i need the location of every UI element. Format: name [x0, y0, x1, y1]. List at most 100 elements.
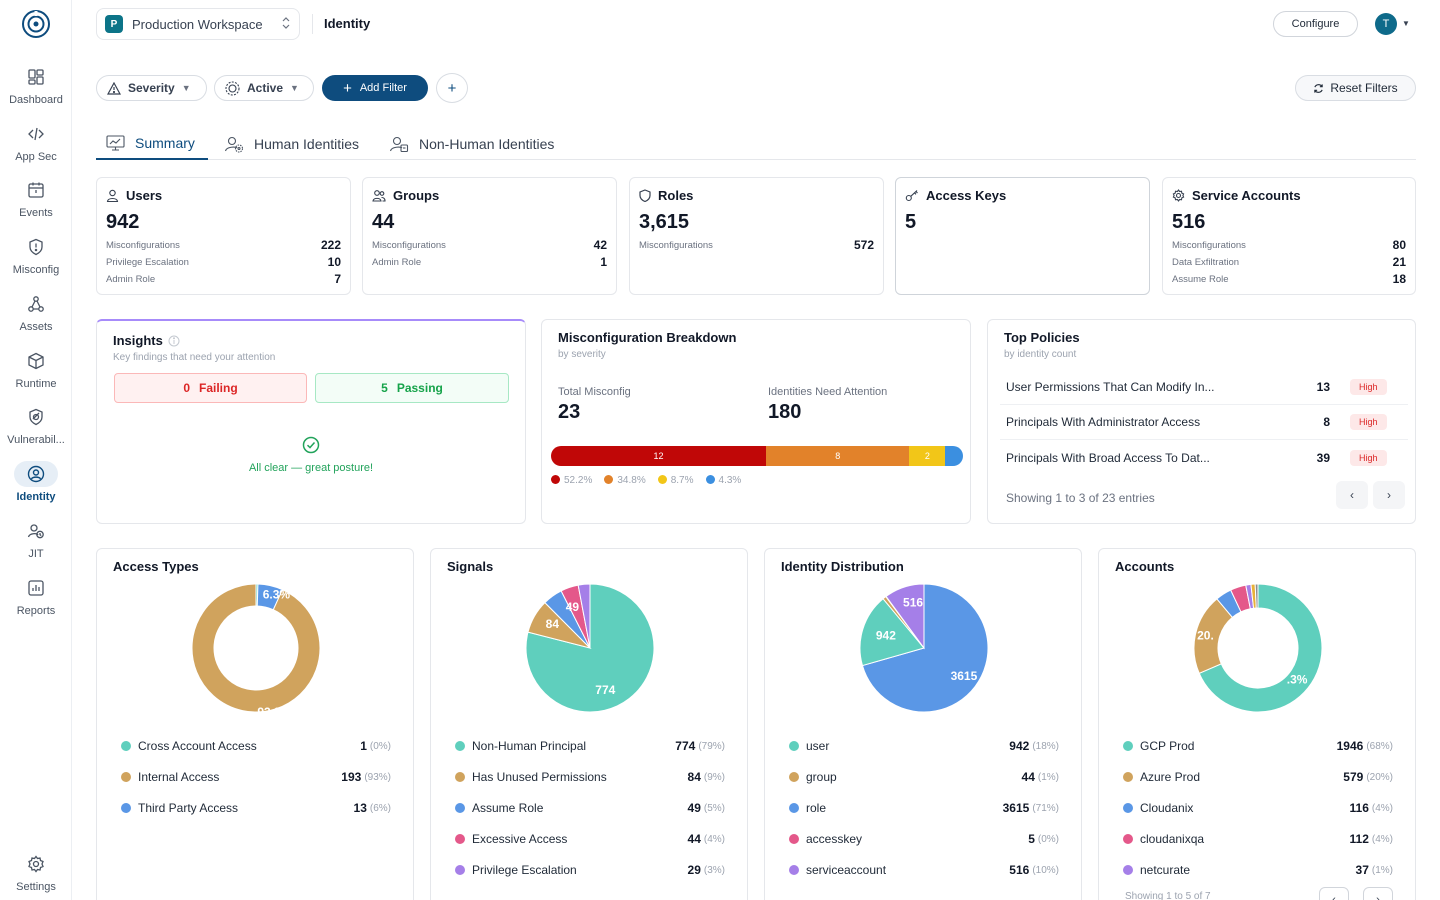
sidebar-item-reports[interactable]: Reports	[0, 575, 72, 617]
sidebar-item-events[interactable]: Events	[0, 177, 72, 219]
legend-value: 29	[687, 863, 701, 877]
sidebar-item-runtime[interactable]: Runtime	[0, 348, 72, 390]
legend-row[interactable]: Excessive Access 44 (4%)	[455, 830, 725, 848]
legend-row[interactable]: group 44 (1%)	[789, 768, 1059, 786]
code-icon	[21, 121, 51, 147]
legend-dot	[455, 741, 465, 751]
legend-value: 44	[687, 832, 701, 846]
pie-slice[interactable]	[1254, 583, 1259, 609]
sidebar-item-jit[interactable]: JIT	[0, 518, 72, 560]
total-misconfig-value: 23	[558, 401, 581, 423]
configure-button[interactable]: Configure	[1273, 11, 1358, 37]
sidebar-item-app-sec[interactable]: App Sec	[0, 121, 72, 163]
workspace-selector[interactable]: P Production Workspace	[96, 8, 300, 40]
sidebar-item-dashboard[interactable]: Dashboard	[0, 64, 72, 106]
sidebar-item-vulnerabilities[interactable]: Vulnerabil...	[0, 404, 72, 446]
severity-bar-segment[interactable]	[945, 446, 963, 466]
legend-value: 3615	[1002, 801, 1030, 815]
legend-row[interactable]: Azure Prod 579 (20%)	[1123, 768, 1393, 786]
avatar[interactable]: T	[1375, 13, 1397, 35]
legend-dot	[121, 803, 131, 813]
sidebar-item-assets[interactable]: Assets	[0, 291, 72, 333]
legend-value: 49	[687, 801, 701, 815]
info-icon[interactable]	[168, 335, 180, 347]
legend-row[interactable]: Has Unused Permissions 84 (9%)	[455, 768, 725, 786]
sidebar-item-settings[interactable]: Settings	[0, 851, 72, 893]
legend-row[interactable]: Privilege Escalation 29 (3%)	[455, 861, 725, 879]
legend-dot	[1123, 803, 1133, 813]
legend-name: Assume Role	[472, 801, 544, 815]
legend-value: 1946	[1336, 739, 1364, 753]
pie-slice[interactable]	[885, 583, 925, 650]
legend-row[interactable]: role 3615 (71%)	[789, 799, 1059, 817]
legend-dot	[121, 741, 131, 751]
reset-filters-button[interactable]: Reset Filters	[1295, 75, 1416, 101]
legend-row[interactable]: user 942 (18%)	[789, 737, 1059, 755]
legend-dot	[455, 865, 465, 875]
add-filter-label: Add Filter	[359, 82, 407, 94]
tab-label: Non-Human Identities	[419, 136, 555, 152]
pie-slice-label: 516	[903, 595, 923, 609]
app-logo[interactable]	[20, 8, 52, 40]
policies-next-page-button[interactable]: ›	[1373, 481, 1405, 509]
legend-row[interactable]: serviceaccount 516 (10%)	[789, 861, 1059, 879]
policy-row[interactable]: Principals With Broad Access To Dat... 3…	[1000, 440, 1408, 475]
legend-row[interactable]: netcurate 37 (1%)	[1123, 861, 1393, 879]
legend-row[interactable]: accesskey 5 (0%)	[789, 830, 1059, 848]
stat-value: 942	[106, 211, 140, 233]
tab-label: Summary	[135, 135, 195, 151]
stat-value: 5	[905, 211, 917, 233]
failing-filter-button[interactable]: 0 Failing	[114, 373, 307, 403]
pie-slice-label: 3615	[951, 669, 978, 683]
sidebar: Dashboard App Sec Events Misconfig Asset…	[0, 0, 72, 900]
legend-row[interactable]: GCP Prod 1946 (68%)	[1123, 737, 1393, 755]
legend-row[interactable]: Non-Human Principal 774 (79%)	[455, 737, 725, 755]
legend-row[interactable]: Internal Access 193 (93%)	[121, 768, 391, 786]
shield-alert-icon	[21, 234, 51, 260]
policy-row[interactable]: User Permissions That Can Modify In... 1…	[1000, 370, 1408, 405]
stat-row: Misconfigurations 572	[639, 238, 874, 252]
legend-row[interactable]: cloudanixqa 112 (4%)	[1123, 830, 1393, 848]
tab-non-human-identities[interactable]: Non-Human Identities	[379, 128, 564, 160]
add-filter-button[interactable]: + Add Filter	[322, 75, 428, 101]
severity-bar-segment[interactable]: 12	[551, 446, 767, 466]
accounts-next-page-button[interactable]: ›	[1363, 887, 1393, 900]
access-keys-stat-card[interactable]: Access Keys 5	[895, 177, 1150, 295]
legend-row[interactable]: Assume Role 49 (5%)	[455, 799, 725, 817]
service-accounts-stat-card[interactable]: Service Accounts 516 Misconfigurations 80…	[1162, 177, 1416, 295]
policies-prev-page-button[interactable]: ‹	[1336, 481, 1368, 509]
sidebar-item-misconfig[interactable]: Misconfig	[0, 234, 72, 276]
sidebar-item-identity[interactable]: Identity	[0, 461, 72, 503]
legend-name: Privilege Escalation	[472, 863, 577, 877]
severity-bar-segment[interactable]: 2	[909, 446, 946, 466]
legend-row[interactable]: Third Party Access 13 (6%)	[121, 799, 391, 817]
pie-slice[interactable]	[859, 598, 925, 667]
passing-filter-button[interactable]: 5 Passing	[315, 373, 509, 403]
groups-stat-card[interactable]: Groups 44 Misconfigurations 42 Admin Role…	[362, 177, 617, 295]
users-stat-card[interactable]: Users 942 Misconfigurations 222 Privilege…	[96, 177, 351, 295]
pie-slice[interactable]	[577, 583, 591, 649]
stat-value: 516	[1172, 211, 1206, 233]
legend-row[interactable]: Cross Account Access 1 (0%)	[121, 737, 391, 755]
pie-slice[interactable]	[191, 583, 321, 713]
roles-stat-card[interactable]: Roles 3,615 Misconfigurations 572	[629, 177, 884, 295]
caret-down-icon[interactable]: ▼	[1402, 19, 1410, 28]
severity-filter[interactable]: Severity ▼	[96, 75, 207, 101]
legend-percent: (0%)	[1037, 833, 1059, 845]
legend-percent: (4%)	[1371, 833, 1393, 845]
stat-row: Assume Role 18	[1172, 272, 1406, 286]
legend-percent: (18%)	[1032, 740, 1059, 752]
pie-slice[interactable]	[1198, 583, 1323, 713]
pie-slice[interactable]	[861, 583, 989, 713]
tab-summary[interactable]: Summary	[96, 128, 208, 160]
status-filter[interactable]: Active ▼	[214, 75, 314, 101]
policy-row[interactable]: Principals With Administrator Access 8 H…	[1000, 405, 1408, 440]
accounts-prev-page-button[interactable]: ‹	[1319, 887, 1349, 900]
legend-row[interactable]: Cloudanix 116 (4%)	[1123, 799, 1393, 817]
severity-bar-segment[interactable]: 8	[766, 446, 910, 466]
tab-human-identities[interactable]: Human Identities	[214, 128, 369, 160]
add-button[interactable]: +	[436, 73, 468, 103]
misconfig-breakdown-card: Misconfiguration Breakdown by severity T…	[541, 319, 971, 524]
stat-title: Access Keys	[926, 188, 1007, 203]
legend-name: group	[806, 770, 837, 784]
